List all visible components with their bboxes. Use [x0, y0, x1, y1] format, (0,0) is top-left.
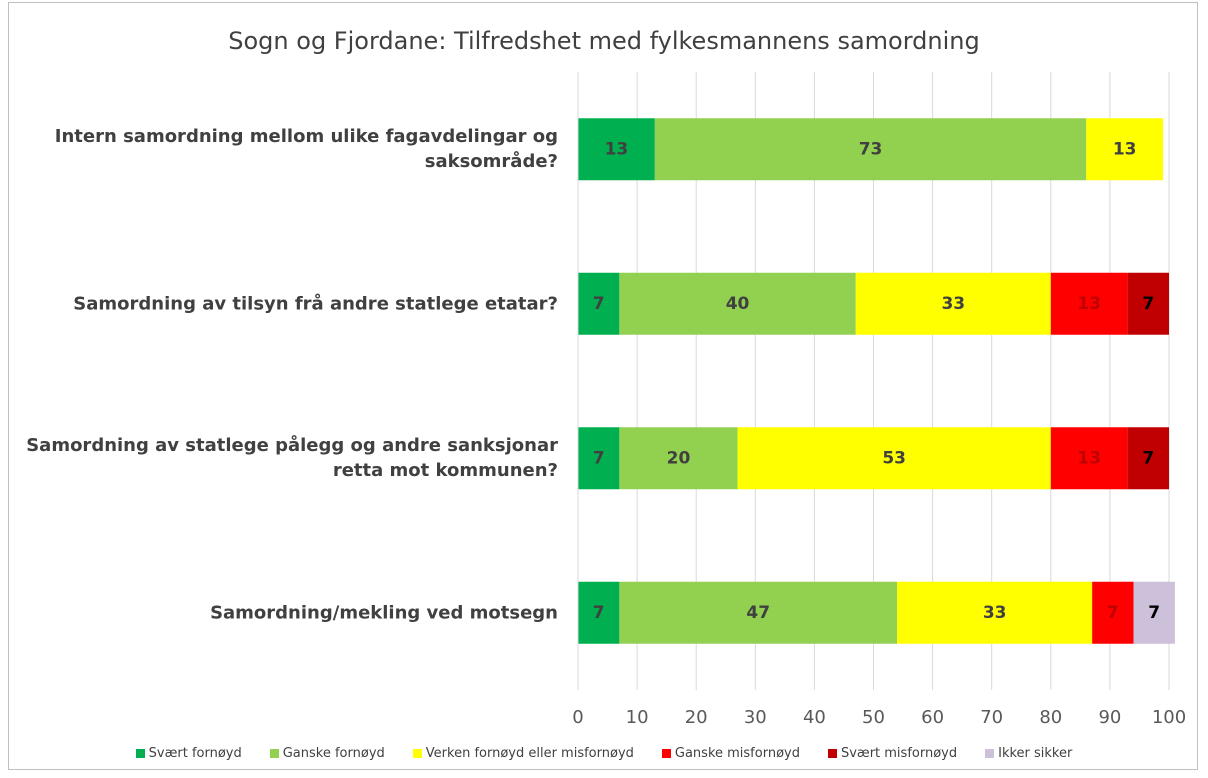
- category-label: Samordning av statlege pålegg og andre s…: [26, 435, 558, 482]
- bar-segment: [654, 118, 1087, 181]
- bar-segment: [855, 272, 1051, 335]
- legend-swatch: [135, 749, 145, 758]
- x-tick-label: 90: [1098, 707, 1121, 728]
- bar-segment: [1050, 427, 1128, 490]
- legend-label: Svært misfornøyd: [840, 746, 958, 761]
- data-label: 13: [1113, 139, 1137, 159]
- bar-segment: [737, 427, 1051, 490]
- data-label: 7: [593, 603, 605, 623]
- bar-segment: [619, 581, 898, 644]
- data-label: 47: [746, 603, 770, 623]
- x-tick-label: 70: [980, 707, 1003, 728]
- x-tick-label: 30: [744, 707, 767, 728]
- legend-item: Ganske misfornøyd: [661, 746, 800, 761]
- bar-segment: [619, 427, 738, 490]
- legend-item: Ganske fornøyd: [269, 746, 385, 761]
- chart-frame: [8, 2, 1198, 770]
- bar-segment: [578, 581, 620, 644]
- x-tick-label: 10: [626, 707, 649, 728]
- legend-item: Svært misfornøyd: [827, 746, 958, 761]
- legend-item: Svært fornøyd: [135, 746, 242, 761]
- bar-segment: [1086, 118, 1164, 181]
- category-label: Samordning av tilsyn frå andre statlege …: [73, 293, 558, 315]
- bar-segment: [897, 581, 1093, 644]
- bar-segment: [1092, 581, 1134, 644]
- data-label: 53: [882, 448, 906, 468]
- chart-title: Sogn og Fjordane: Tilfredshet med fylkes…: [228, 27, 979, 55]
- x-tick-label: 80: [1039, 707, 1062, 728]
- x-tick-label: 40: [803, 707, 826, 728]
- x-tick-label: 20: [685, 707, 708, 728]
- legend-item: Ikker sikker: [985, 746, 1072, 761]
- data-label: 73: [859, 139, 883, 159]
- legend: Svært fornøyd Ganske fornøyd Verken fornøy…: [0, 746, 1208, 761]
- data-label: 7: [593, 448, 605, 468]
- data-label: 20: [667, 448, 691, 468]
- data-label: 40: [726, 294, 750, 314]
- legend-swatch: [412, 749, 422, 758]
- bar-segment: [578, 427, 620, 490]
- x-tick-label: 50: [862, 707, 885, 728]
- bar-segment: [1127, 272, 1169, 335]
- data-label: 7: [1142, 294, 1154, 314]
- data-label: 13: [1077, 294, 1101, 314]
- legend-swatch: [269, 749, 279, 758]
- legend-swatch: [661, 749, 671, 758]
- legend-label: Verken fornøyd eller misfornøyd: [425, 746, 634, 761]
- bar-segment: [1127, 427, 1169, 490]
- data-label: 13: [605, 139, 629, 159]
- data-label: 7: [1107, 603, 1119, 623]
- data-label: 33: [941, 294, 965, 314]
- legend-label: Ikker sikker: [998, 746, 1073, 761]
- bar-segment: [1050, 272, 1128, 335]
- bar-segment: [578, 118, 655, 181]
- data-label: 7: [1148, 603, 1160, 623]
- category-label: Samordning/mekling ved motsegn: [210, 602, 558, 624]
- legend-label: Svært fornøyd: [148, 746, 242, 761]
- data-label: 7: [593, 294, 605, 314]
- legend-swatch: [827, 749, 837, 758]
- legend-label: Ganske fornøyd: [282, 746, 385, 761]
- legend-swatch: [985, 749, 995, 758]
- bar-segment: [578, 272, 620, 335]
- x-tick-label: 0: [572, 707, 583, 728]
- bar-segment: [1133, 581, 1175, 644]
- x-tick-label: 100: [1152, 707, 1186, 728]
- legend-item: Verken fornøyd eller misfornøyd: [412, 746, 634, 761]
- category-label: Intern samordning mellom ulike fagavdeli…: [54, 126, 558, 173]
- x-tick-label: 60: [921, 707, 944, 728]
- bar-segment: [619, 272, 856, 335]
- data-label: 7: [1142, 448, 1154, 468]
- data-label: 13: [1077, 448, 1101, 468]
- legend-label: Ganske misfornøyd: [674, 746, 800, 761]
- data-label: 33: [983, 603, 1007, 623]
